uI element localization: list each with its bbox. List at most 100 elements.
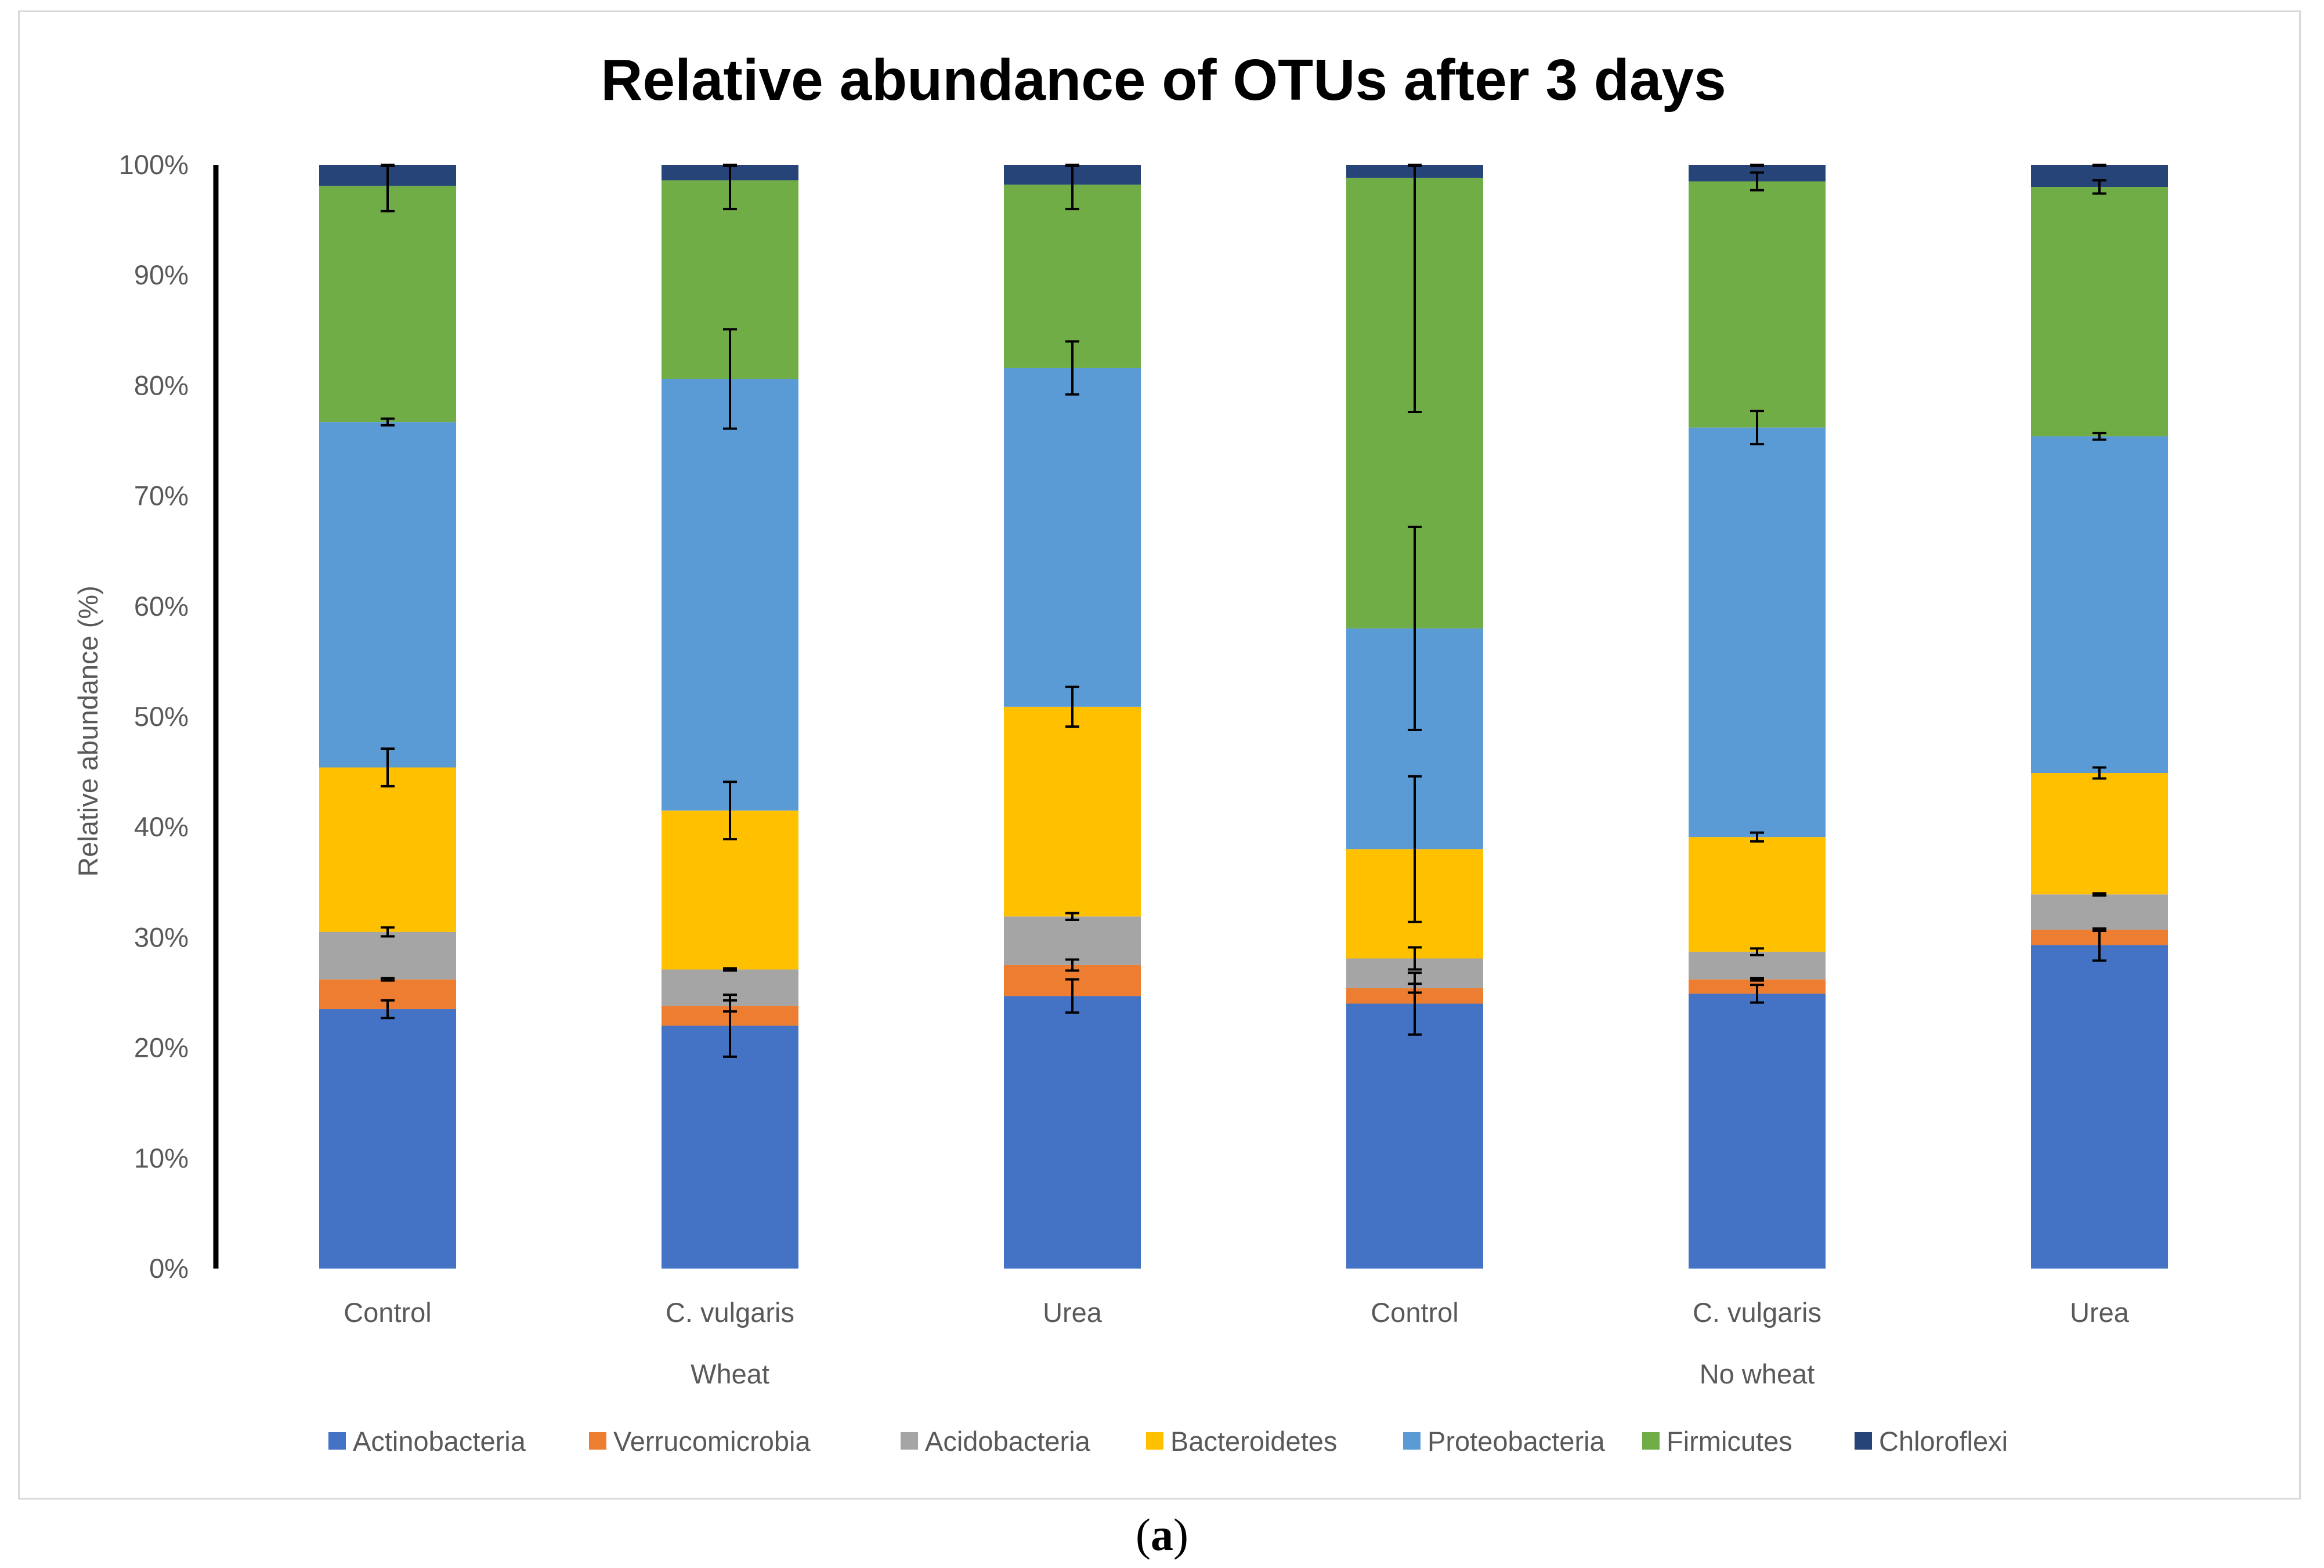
error-bar (2092, 179, 2106, 195)
error-bar (381, 417, 395, 427)
bar-segment-acidobacteria (1004, 916, 1141, 965)
y-tick-label: 80% (134, 370, 189, 400)
legend-item: Firmicutes (1642, 1426, 1792, 1457)
y-tick-label: 50% (134, 701, 189, 732)
error-bars-layer (381, 164, 2106, 1058)
legend-label: Chloroflexi (1879, 1426, 2008, 1457)
bar-segment-proteobacteria (662, 378, 798, 811)
legend-label: Proteobacteria (1427, 1426, 1606, 1457)
x-category-label: C. vulgaris (1693, 1297, 1821, 1328)
group-labels: Wheat No wheat (691, 1359, 1815, 1389)
legend-item: Bacteroidetes (1146, 1426, 1337, 1457)
bar-segment-firmicutes (319, 186, 456, 422)
error-bar (2092, 164, 2106, 167)
bar-segment-proteobacteria (1004, 367, 1141, 707)
bar-segment-actinobacteria (319, 1009, 456, 1269)
legend-item: Chloroflexi (1855, 1426, 2008, 1457)
bar-segment-acidobacteria (1689, 952, 1826, 980)
legend-swatch (1855, 1432, 1872, 1450)
error-bar (1408, 982, 1422, 994)
bar-segment-bacteroidetes (1689, 837, 1826, 952)
error-bar (2092, 432, 2106, 441)
chart-title: Relative abundance of OTUs after 3 days (601, 48, 1726, 113)
error-bar (1750, 947, 1764, 956)
legend-swatch (901, 1432, 918, 1450)
bar-segment-firmicutes (1004, 185, 1141, 368)
legend-swatch (589, 1432, 606, 1450)
error-bar (723, 328, 737, 430)
legend-label: Firmicutes (1667, 1426, 1792, 1457)
bar-segment-acidobacteria (319, 931, 456, 980)
error-bar (2092, 766, 2106, 780)
bar-segment-firmicutes (1689, 181, 1826, 428)
x-category-label: Control (344, 1297, 432, 1328)
error-bar (1065, 912, 1079, 921)
legend-label: Verrucomicrobia (613, 1426, 811, 1457)
error-bar (1750, 410, 1764, 446)
error-bar (1065, 164, 1079, 167)
bar-segment-bacteroidetes (2031, 773, 2168, 895)
error-bar (723, 164, 737, 167)
error-bar (723, 781, 737, 841)
panel-label-open: ( (1136, 1509, 1151, 1560)
error-bar (1408, 525, 1422, 731)
legend-label: Bacteroidetes (1170, 1426, 1337, 1457)
legend-swatch (328, 1432, 346, 1450)
error-bar (1408, 946, 1422, 971)
x-group-label: Wheat (691, 1359, 769, 1389)
bar-segment-actinobacteria (1689, 993, 1826, 1269)
error-bar (1750, 164, 1764, 167)
x-group-label: No wheat (1700, 1359, 1815, 1389)
y-tick-label: 100% (119, 149, 189, 180)
legend-swatch (1403, 1432, 1421, 1450)
y-tick-label: 30% (134, 922, 189, 952)
error-bar (2092, 927, 2106, 932)
error-bar (1750, 977, 1764, 982)
error-bar (381, 747, 395, 787)
bar-segment-actinobacteria (1346, 1003, 1483, 1269)
y-tick-label: 60% (134, 591, 189, 622)
y-tick-label: 10% (134, 1143, 189, 1173)
x-category-label: Urea (1043, 1297, 1103, 1328)
legend-label: Actinobacteria (353, 1426, 526, 1457)
y-tick-label: 20% (134, 1032, 189, 1063)
legend: Actinobacteria Verrucomicrobia Acidobacter… (328, 1426, 2008, 1457)
x-axis-labels: Control C. vulgaris Urea Control C. vulgaris… (344, 1297, 2130, 1328)
panel-label-letter: a (1151, 1509, 1173, 1560)
legend-item: Actinobacteria (328, 1426, 526, 1457)
panel-label: (a) (0, 1509, 2324, 1561)
error-bar (1750, 984, 1764, 1004)
legend-item: Proteobacteria (1403, 1426, 1606, 1457)
bar-segment-actinobacteria (662, 1025, 798, 1269)
legend-swatch (1642, 1432, 1660, 1450)
bar-segment-actinobacteria (2031, 945, 2168, 1269)
error-bar (381, 999, 395, 1020)
error-bar (2092, 892, 2106, 897)
bar-segment-actinobacteria (1004, 996, 1141, 1269)
error-bar (381, 926, 395, 938)
y-tick-label: 0% (149, 1253, 189, 1284)
y-tick-label: 40% (134, 811, 189, 842)
panel-label-close: ) (1173, 1509, 1188, 1560)
error-bar (1065, 958, 1079, 972)
x-category-label: Urea (2070, 1297, 2130, 1328)
bar-segment-acidobacteria (2031, 894, 2168, 930)
y-axis-title: Relative abundance (%) (73, 586, 103, 877)
error-bar (1750, 171, 1764, 192)
legend-item: Verrucomicrobia (589, 1426, 811, 1457)
y-tick-label: 90% (134, 259, 189, 290)
error-bar (1408, 164, 1422, 167)
error-bar (381, 977, 395, 982)
bar-segment-proteobacteria (1689, 427, 1826, 837)
legend-label: Acidobacteria (925, 1426, 1091, 1457)
error-bar (381, 164, 395, 167)
y-tick-label: 70% (134, 480, 189, 511)
bar-segment-proteobacteria (2031, 436, 2168, 774)
error-bar (1065, 978, 1079, 1014)
bar-segment-firmicutes (2031, 187, 2168, 436)
legend-item: Acidobacteria (901, 1426, 1091, 1457)
bars-layer (319, 165, 2168, 1269)
x-category-label: Control (1371, 1297, 1459, 1328)
error-bar (723, 999, 737, 1013)
